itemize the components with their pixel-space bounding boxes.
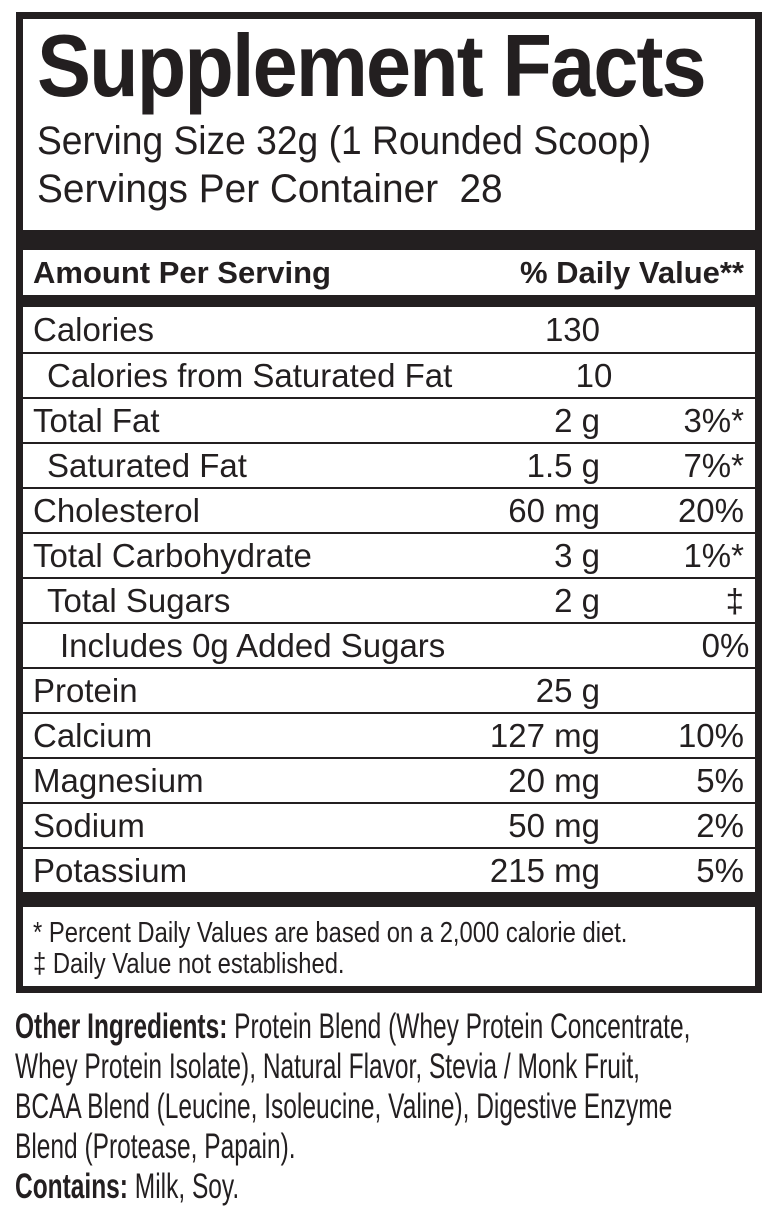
- nutrient-daily-value: ‡: [725, 581, 744, 619]
- ingredients-line: BCAA Blend (Leucine, Isoleucine, Valine)…: [15, 1087, 673, 1126]
- nutrient-name: Protein: [33, 671, 138, 709]
- ingredients-lead-in: Other Ingredients:: [15, 1007, 228, 1046]
- nutrient-name: Potassium: [33, 851, 188, 889]
- nutrient-amount: 130: [544, 310, 600, 348]
- nutrient-amount: 50 mg: [508, 806, 600, 844]
- nutrient-daily-value: 1%*: [683, 536, 744, 574]
- nutrient-row: Cholesterol 60 mg 20%: [23, 487, 755, 532]
- nutrient-row: Total Carbohydrate 3 g 1%*: [23, 532, 755, 577]
- panel-title: Supplement Facts: [37, 16, 707, 115]
- nutrient-row: Sodium 50 mg 2%: [23, 802, 755, 847]
- nutrient-daily-value: 20%: [677, 491, 744, 529]
- nutrient-row: Includes 0g Added Sugars 0%: [23, 622, 755, 667]
- nutrient-name: Cholesterol: [33, 491, 200, 529]
- servings-per-container-value: 28: [459, 167, 503, 211]
- nutrient-daily-value: 10%: [677, 716, 744, 754]
- nutrient-amount: 60 mg: [508, 491, 600, 529]
- ingredients-line: Contains: Milk, Soy.: [15, 1167, 240, 1206]
- nutrient-daily-value: 2%: [696, 806, 744, 844]
- nutrient-daily-value: 5%: [696, 851, 744, 889]
- medium-divider: [23, 295, 755, 307]
- nutrient-amount: 2 g: [554, 581, 600, 619]
- nutrient-amount: 127 mg: [489, 716, 600, 754]
- nutrient-name: Includes 0g Added Sugars: [60, 626, 446, 664]
- nutrient-rows: Calories 130 Calories from Saturated Fat 10…: [23, 307, 755, 892]
- nutrient-name: Calcium: [33, 716, 153, 754]
- nutrient-amount: 25 g: [535, 671, 600, 709]
- ingredients-line: Blend (Protease, Papain).: [15, 1127, 296, 1166]
- nutrient-row: Magnesium 20 mg 5%: [23, 757, 755, 802]
- nutrient-amount: 20 mg: [508, 761, 600, 799]
- nutrient-amount: 1.5 g: [526, 446, 600, 484]
- footnote-line: ‡ Daily Value not established.: [33, 948, 345, 980]
- amount-per-serving-header: Amount Per Serving: [33, 254, 331, 290]
- nutrient-name: Saturated Fat: [47, 446, 247, 484]
- thick-divider-bottom: [23, 892, 755, 907]
- nutrient-row: Potassium 215 mg 5%: [23, 847, 755, 892]
- nutrient-row: Protein 25 g: [23, 667, 755, 712]
- nutrient-name: Calories from Saturated Fat: [47, 356, 453, 394]
- nutrient-name: Magnesium: [33, 761, 204, 799]
- supplement-facts-panel: Supplement Facts Serving Size 32g (1 Rou…: [16, 12, 762, 993]
- ingredients-line: Whey Protein Isolate), Natural Flavor, S…: [15, 1047, 640, 1086]
- nutrient-daily-value: 3%*: [683, 401, 744, 439]
- nutrient-amount: 10: [575, 356, 613, 394]
- nutrient-name: Total Fat: [33, 401, 160, 439]
- daily-value-header: % Daily Value**: [519, 254, 744, 290]
- footnote-line: * Percent Daily Values are based on a 2,…: [33, 917, 628, 949]
- nutrient-name: Total Sugars: [47, 581, 231, 619]
- nutrient-daily-value: 7%*: [683, 446, 744, 484]
- nutrient-name: Sodium: [33, 806, 145, 844]
- ingredients-section: Other Ingredients: Protein Blend (Whey P…: [15, 1007, 776, 1207]
- nutrient-row: Calcium 127 mg 10%: [23, 712, 755, 757]
- ingredients-lead-in: Contains:: [15, 1167, 128, 1206]
- nutrient-amount: 2 g: [554, 401, 600, 439]
- footnotes: * Percent Daily Values are based on a 2,…: [33, 918, 755, 980]
- nutrient-row: Calories 130: [23, 307, 755, 352]
- nutrient-row: Calories from Saturated Fat 10: [23, 352, 755, 397]
- servings-per-container-line: Servings Per Container 28: [37, 166, 733, 212]
- thick-divider-top: [23, 230, 755, 250]
- nutrient-name: Calories: [33, 310, 155, 348]
- nutrient-name: Total Carbohydrate: [33, 536, 312, 574]
- nutrient-row: Total Fat 2 g 3%*: [23, 397, 755, 442]
- ingredients-line: Other Ingredients: Protein Blend (Whey P…: [15, 1007, 691, 1046]
- nutrient-row: Saturated Fat 1.5 g 7%*: [23, 442, 755, 487]
- nutrient-amount: 215 mg: [489, 851, 600, 889]
- servings-per-container-label: Servings Per Container: [37, 167, 439, 211]
- nutrient-row: Total Sugars 2 g ‡: [23, 577, 755, 622]
- column-headers: Amount Per Serving % Daily Value**: [23, 250, 755, 295]
- nutrient-daily-value: 5%: [696, 761, 744, 799]
- nutrient-daily-value: 0%: [701, 626, 750, 664]
- nutrient-amount: 3 g: [554, 536, 600, 574]
- serving-size-line: Serving Size 32g (1 Rounded Scoop): [37, 119, 652, 163]
